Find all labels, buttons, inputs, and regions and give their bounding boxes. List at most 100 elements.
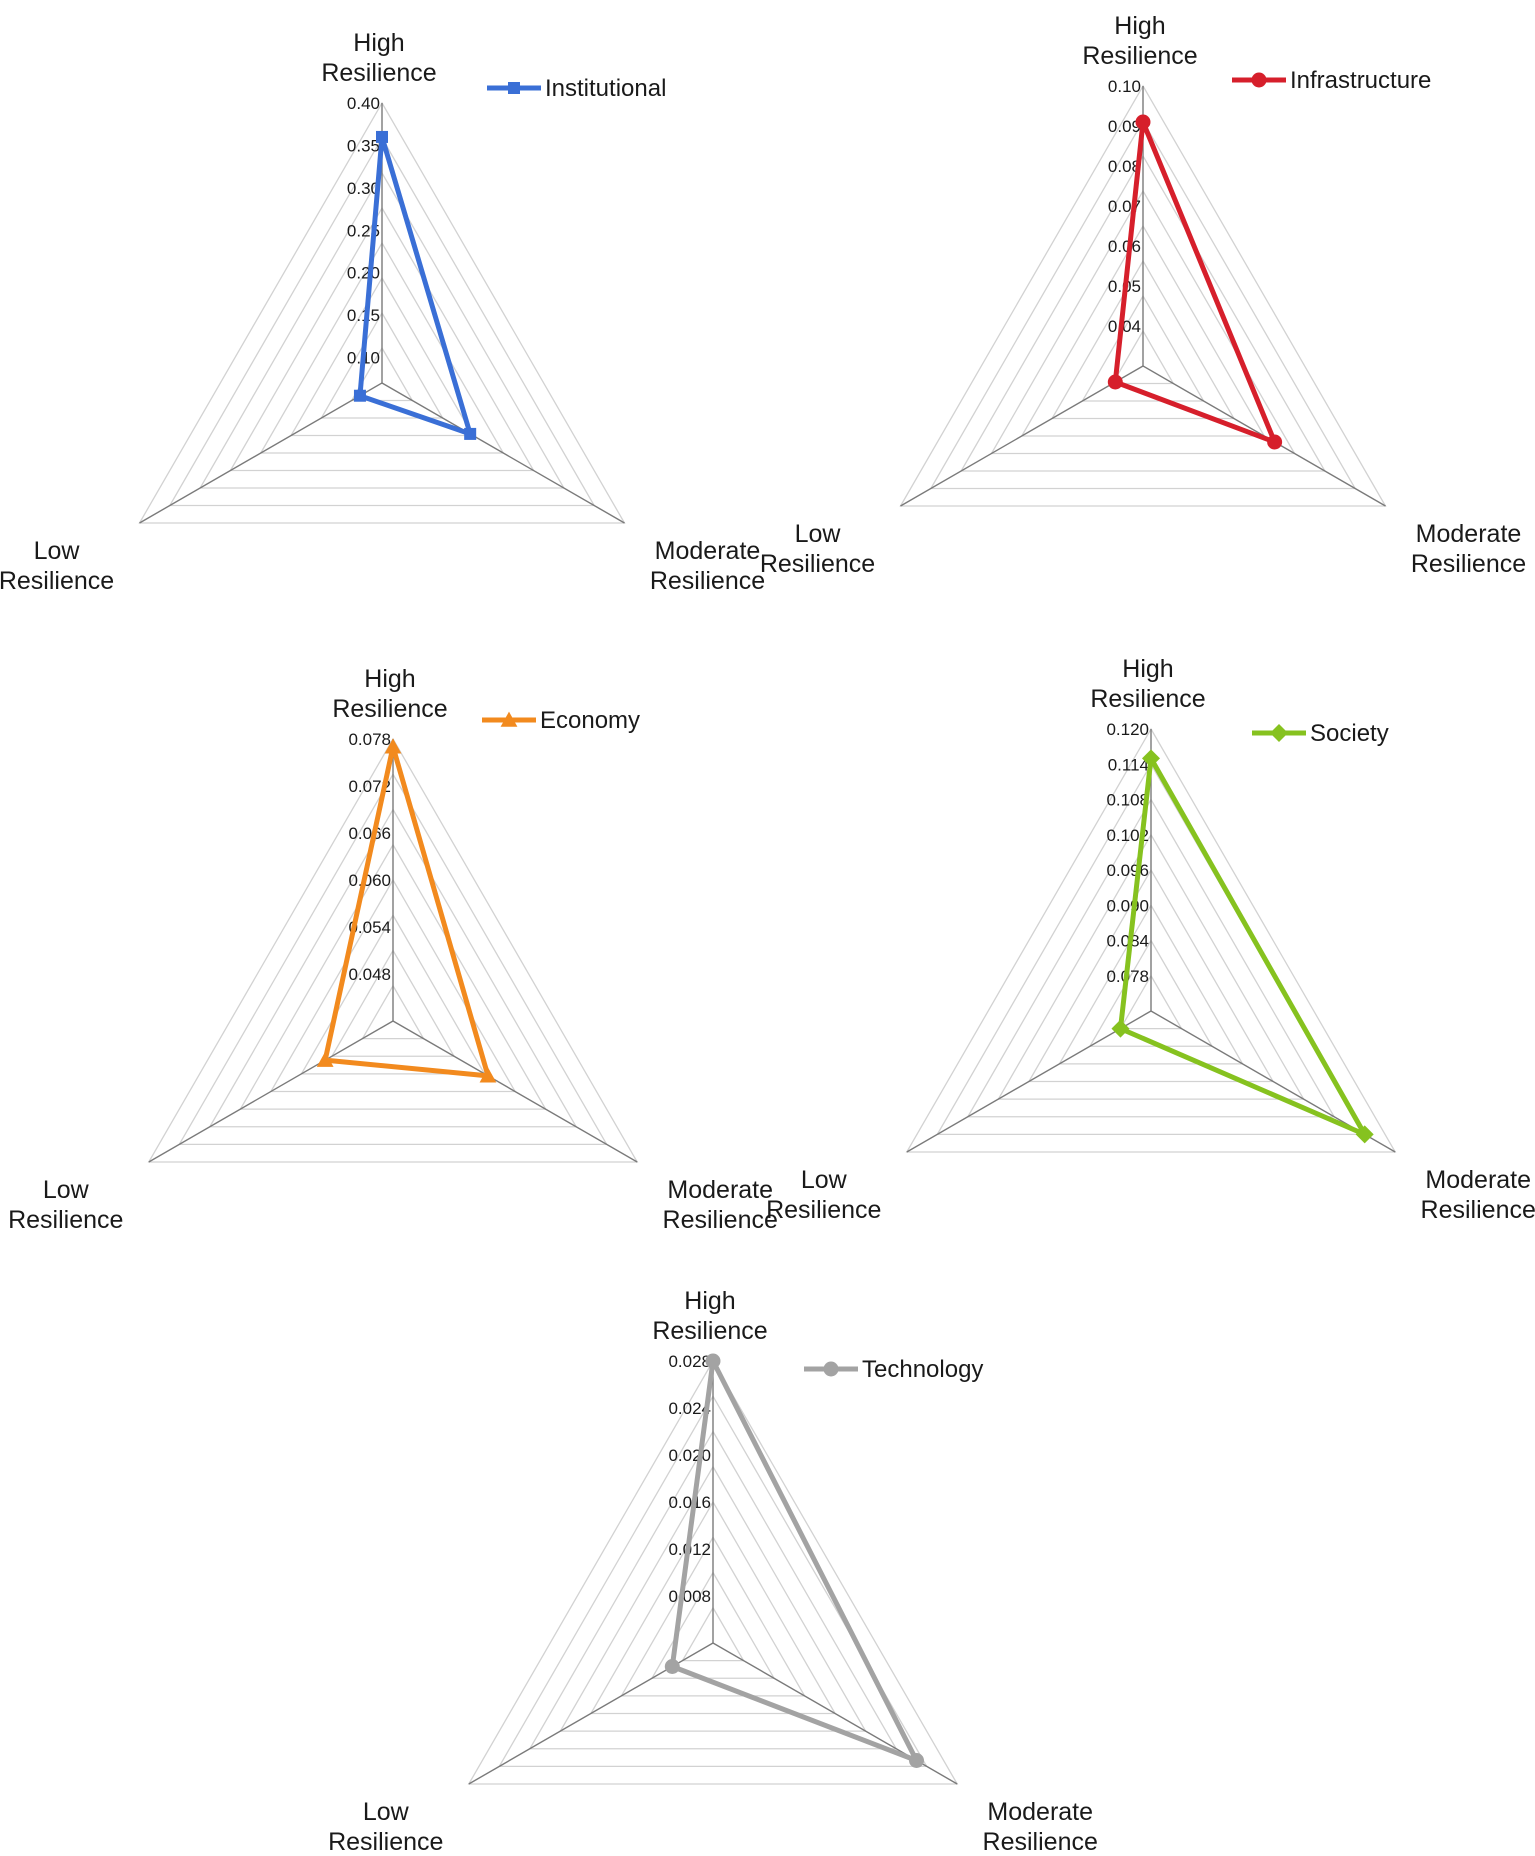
tick-label: 0.078 [348,730,391,749]
data-point [1111,1019,1130,1038]
data-point [1107,374,1123,390]
data-point [1142,749,1160,768]
grid-ring [1081,294,1205,402]
tick-label: 0.04 [1108,317,1141,336]
tick-label: 0.084 [1106,932,1149,951]
tick-label: 0.024 [668,1399,711,1418]
legend-marker [1251,72,1267,88]
data-point [1135,114,1151,130]
series-line-institutional [357,134,473,437]
grid-ring [990,189,1296,455]
tick-label: 0.10 [1108,77,1141,96]
tick-label: 0.020 [668,1446,711,1465]
data-point [664,1659,680,1674]
tick-label: 0.40 [347,94,380,113]
grid-ring [929,119,1357,490]
grid-ring [650,1571,776,1679]
data-point [909,1753,925,1768]
axis-category-label: High Resilience [1082,12,1197,70]
tick-label: 0.096 [1106,861,1149,880]
tick-label: 0.30 [347,179,380,198]
tick-label: 0.08 [1108,157,1141,176]
axis-category-label: Low Resilience [760,520,875,578]
axis-category-label: Moderate Resilience [983,1798,1098,1856]
grid-ring [1050,259,1236,420]
grid-ring [1088,939,1214,1047]
tick-label: 0.35 [347,136,380,155]
grid-ring [208,808,578,1128]
axis-category-label: Low Resilience [766,1166,881,1224]
legend-label: Economy [540,707,640,734]
grid-ring [905,727,1397,1153]
grid-ring [1058,903,1244,1065]
grid-ring [997,833,1305,1100]
tick-label: 0.054 [348,918,391,937]
legend-marker [500,711,518,727]
radar-chart-2: 0.048 0.054 0.060 0.066 0.072 0.078 High Resili… [8,665,778,1234]
grid-ring [361,984,425,1040]
data-point [705,1353,721,1369]
grid-ring [559,1465,867,1732]
grid-ring [589,1500,837,1715]
axis-category-label: Low Resilience [0,537,114,595]
tick-label: 0.108 [1106,791,1149,810]
axis-spoke [139,382,383,524]
tick-label: 0.114 [1108,755,1149,774]
grid-ring [239,843,547,1110]
data-point [1267,434,1283,450]
grid-ring [330,949,456,1057]
axis-spoke [900,365,1144,507]
legend-marker [508,82,520,94]
axis-category-label: Low Resilience [8,1176,123,1234]
data-point [384,738,402,754]
grid-ring [620,1535,806,1697]
grid-ring [289,276,475,437]
axis-category-label: High Resilience [1090,655,1205,713]
axis-category-label: Low Resilience [328,1798,443,1856]
grid-ring [269,878,517,1093]
axis-category-label: Moderate Resilience [1411,520,1526,578]
tick-label: 0.066 [348,824,391,843]
grid-ring [138,101,626,524]
grid-ring [229,206,535,472]
axis-category-label: High Resilience [652,1287,767,1345]
tick-label: 0.048 [348,965,391,984]
tick-label: 0.102 [1106,826,1149,845]
data-point [464,427,477,440]
grid-ring [1027,868,1275,1083]
axis-category-label: Moderate Resilience [650,537,765,595]
axis-category-label: High Resilience [332,665,447,723]
axis-spoke [148,1020,394,1163]
legend-label: Society [1310,720,1389,747]
axis-spoke [392,1020,638,1163]
tick-label: 0.090 [1106,896,1149,915]
legend-label: Technology [862,1356,983,1383]
axis-category-label: High Resilience [321,29,436,87]
tick-label: 0.15 [347,306,380,325]
series-line-technology [669,1358,920,1763]
data-point [353,389,366,402]
data-point [376,130,388,143]
axis-category-label: Moderate Resilience [663,1176,778,1234]
legend-label: Infrastructure [1290,67,1431,94]
data-point [1355,1125,1374,1144]
axis-spoke [906,1010,1152,1153]
grid-ring [467,1359,959,1785]
grid-ring [899,84,1387,507]
grid-ring [320,311,444,419]
legend-marker [823,1361,839,1377]
tick-label: 0.120 [1106,720,1149,739]
tick-label: 0.072 [348,777,391,796]
grid-ring [350,346,414,402]
data-point [316,1051,334,1067]
tick-label: 0.008 [668,1587,711,1606]
grid-ring [960,154,1326,472]
grid-ring [178,772,608,1146]
series-line-economy [322,744,491,1079]
tick-label: 0.016 [668,1493,711,1512]
tick-label: 0.06 [1108,237,1141,256]
